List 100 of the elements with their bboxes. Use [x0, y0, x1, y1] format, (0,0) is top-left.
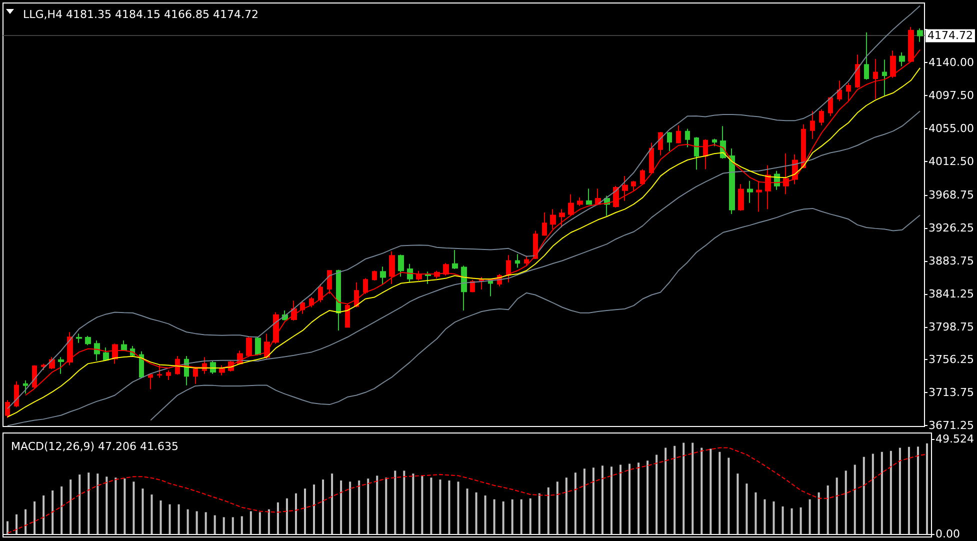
- bar: [808, 499, 811, 534]
- candlestick: [94, 340, 100, 362]
- bar: [475, 492, 478, 534]
- bar: [556, 482, 558, 534]
- bar: [222, 517, 225, 534]
- bar: [304, 488, 306, 534]
- y-tick-label: 3883.75: [928, 254, 974, 268]
- candlestick: [398, 254, 404, 278]
- bar: [96, 474, 99, 534]
- bar: [196, 511, 198, 534]
- candlestick: [479, 276, 484, 290]
- bar: [276, 502, 279, 534]
- candlestick: [694, 136, 699, 170]
- bar: [403, 470, 406, 534]
- bar: [258, 512, 261, 534]
- y-tick-label: 49.524: [936, 432, 974, 446]
- candlestick: [837, 80, 842, 102]
- candlestick: [810, 110, 815, 140]
- bar: [782, 506, 784, 534]
- bar: [160, 500, 162, 534]
- bar: [34, 501, 36, 534]
- bar: [313, 484, 316, 534]
- candlestick: [658, 132, 663, 156]
- bar: [880, 452, 883, 534]
- bar: [106, 476, 108, 534]
- bar: [898, 448, 901, 534]
- bar: [826, 485, 829, 534]
- bar: [78, 474, 81, 534]
- candlestick: [32, 364, 37, 390]
- candlestick: [568, 194, 574, 216]
- bar: [52, 490, 54, 534]
- bar: [385, 478, 388, 534]
- candlestick: [5, 400, 10, 418]
- bar: [754, 492, 757, 534]
- candlestick: [846, 82, 851, 102]
- candlestick: [649, 142, 654, 174]
- bar: [150, 494, 153, 534]
- candlestick: [210, 360, 216, 374]
- bar: [232, 517, 234, 534]
- candlestick: [175, 356, 180, 376]
- candlestick: [747, 180, 753, 204]
- candlestick: [738, 184, 744, 212]
- y-tick-label: 3841.25: [928, 287, 974, 300]
- y-tick-label: 3926.25: [928, 222, 974, 235]
- candlestick: [756, 180, 762, 212]
- bar: [818, 492, 820, 534]
- candlestick: [67, 332, 73, 366]
- bar: [421, 476, 424, 534]
- candlestick: [586, 188, 592, 206]
- bar: [854, 464, 856, 534]
- candlestick: [193, 366, 198, 384]
- bar: [412, 474, 414, 534]
- bar: [70, 480, 72, 534]
- y-tick-label: 4012.50: [928, 154, 974, 168]
- bar: [592, 468, 594, 534]
- y-tick-label: 4055.00: [928, 122, 974, 135]
- bar: [132, 482, 135, 534]
- candlestick: [703, 138, 708, 170]
- bar: [844, 470, 847, 534]
- candlestick: [542, 212, 547, 236]
- candlestick: [246, 336, 252, 358]
- bar: [286, 498, 288, 534]
- candlestick: [121, 340, 127, 352]
- candlestick: [685, 128, 690, 148]
- bar: [601, 466, 604, 534]
- candlestick: [801, 124, 806, 169]
- bar: [322, 480, 324, 534]
- text: MACD(12,26,9) 47.206 41.635: [11, 440, 179, 453]
- bar: [538, 493, 540, 534]
- candlestick: [23, 380, 28, 394]
- candlestick: [309, 296, 314, 308]
- bar: [547, 487, 550, 534]
- bar: [114, 478, 117, 534]
- bar: [24, 509, 27, 534]
- bar: [16, 514, 18, 534]
- bar: [439, 480, 442, 534]
- bar: [674, 446, 676, 534]
- bar: [610, 466, 612, 534]
- candlestick: [640, 168, 645, 185]
- y-tick-label: 3671.25: [928, 419, 974, 432]
- candlestick: [765, 164, 771, 210]
- bar: [268, 509, 270, 534]
- bar: [718, 452, 721, 534]
- bar: [376, 476, 378, 534]
- candlestick: [354, 282, 359, 308]
- bar: [493, 499, 496, 534]
- candlestick: [14, 380, 19, 408]
- bar: [890, 450, 892, 534]
- candlestick: [336, 269, 341, 331]
- bar: [692, 442, 694, 534]
- candlestick: [139, 350, 144, 379]
- bar: [574, 472, 576, 534]
- bar: [124, 478, 126, 534]
- bar: [520, 499, 522, 534]
- candlestick: [425, 271, 431, 285]
- candlestick: [219, 364, 225, 376]
- candlestick: [729, 148, 735, 215]
- bar: [836, 478, 838, 534]
- bar: [736, 474, 739, 534]
- candlestick: [855, 54, 860, 88]
